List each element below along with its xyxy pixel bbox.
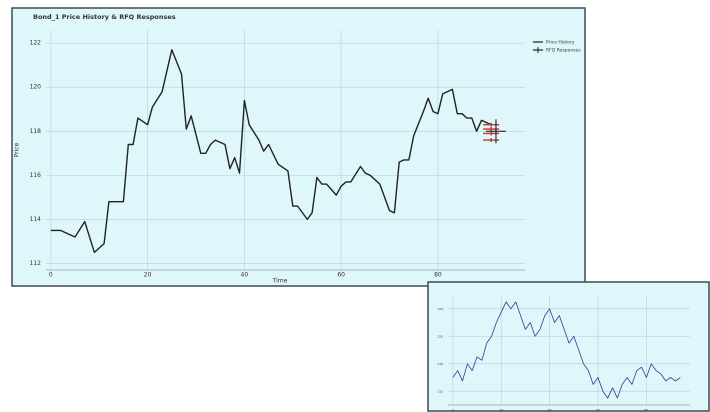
x-axis-label: Time [272,278,288,285]
x-tick-label: 40 [241,272,249,279]
y-tick-label: 122 [30,40,42,47]
main-panel [11,7,586,287]
y-tick-label: 124 [437,307,443,311]
y-axis-label: Price [14,142,21,157]
price-line [452,301,681,399]
x-tick-label: 60 [596,408,600,412]
y-tick-label: 116 [30,172,42,179]
inset-panel [427,281,710,412]
legend-label: Price History [546,40,575,46]
x-tick-label: 0 [452,408,454,412]
y-tick-label: 114 [30,216,42,223]
x-tick-label: 60 [337,272,345,279]
y-tick-label: 118 [30,128,42,135]
price-line [50,49,492,254]
y-tick-label: 120 [30,84,42,91]
x-tick-label: 40 [548,408,552,412]
y-tick-label: 116 [437,362,443,366]
y-tick-label: 112 [437,389,443,393]
y-tick-label: 120 [437,334,443,338]
rfq-marker [485,119,506,144]
x-tick-label: 20 [499,408,503,412]
x-tick-label: 80 [645,408,649,412]
chart-title: Bond_1 Price History & RFQ Responses [33,13,176,21]
x-tick-label: 80 [434,272,442,279]
x-tick-label: 20 [144,272,152,279]
x-tick-label: 0 [49,272,53,279]
legend-label: RFQ Responses [546,48,581,54]
y-tick-label: 112 [30,260,42,267]
